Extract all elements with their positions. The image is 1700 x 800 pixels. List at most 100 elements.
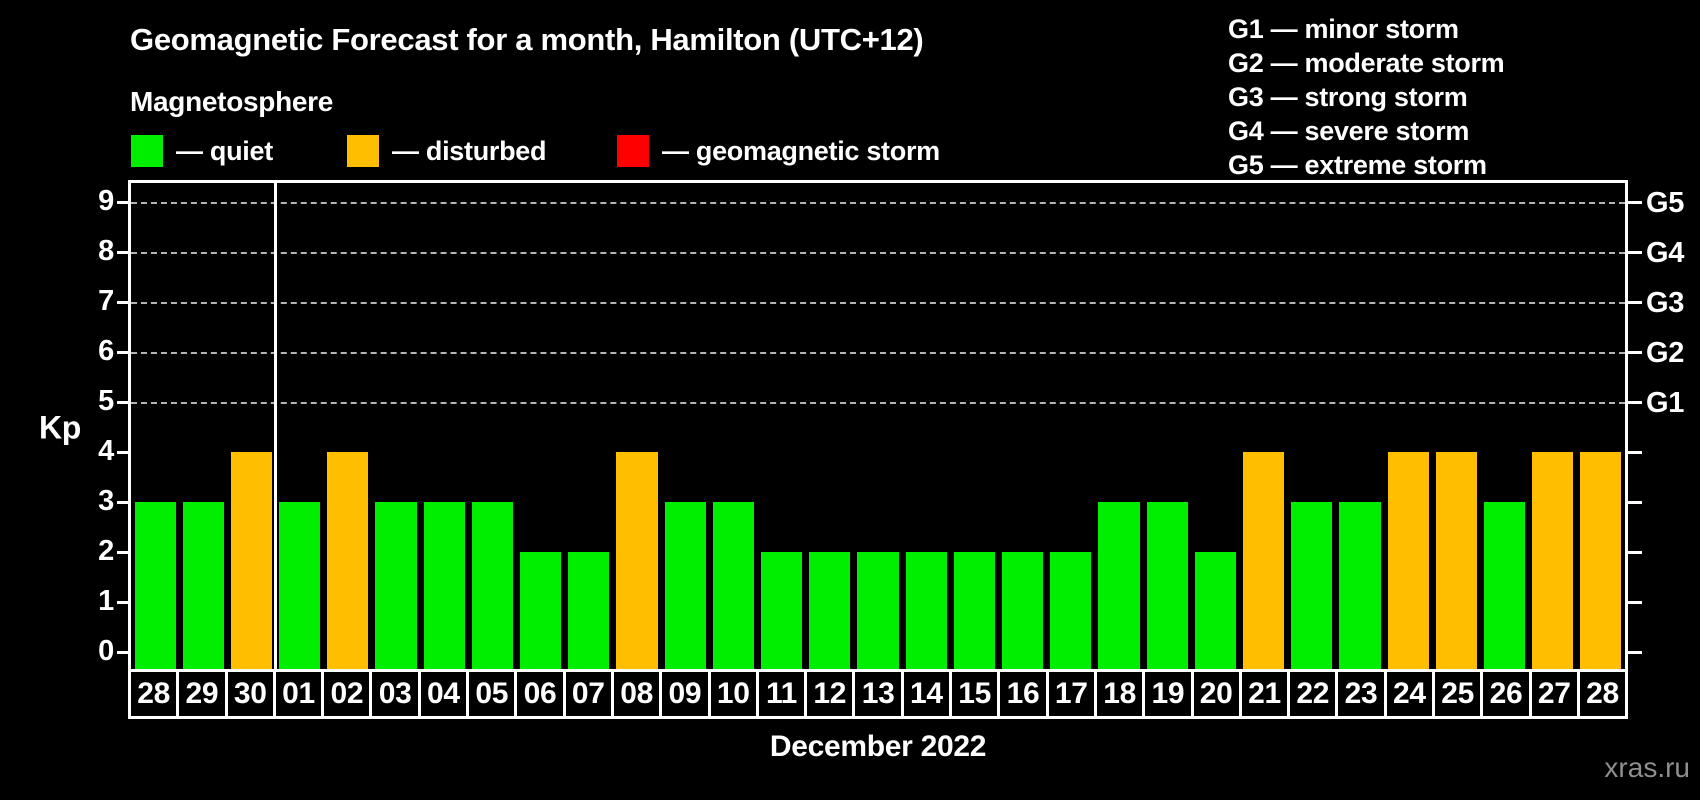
gridline-kp-8 bbox=[131, 252, 1625, 254]
date-cell-12: 12 bbox=[804, 672, 852, 716]
date-cell-06: 06 bbox=[514, 672, 562, 716]
kp-bar-day-16 bbox=[1001, 552, 1044, 669]
kp-tick-label-4: 4 bbox=[98, 434, 114, 467]
kp-bar-day-26 bbox=[1483, 502, 1526, 669]
date-cell-20: 20 bbox=[1190, 672, 1239, 716]
gridline-kp-7 bbox=[131, 302, 1625, 304]
kp-tick-label-5: 5 bbox=[98, 384, 114, 417]
date-cell-13: 13 bbox=[852, 672, 900, 716]
right-tick-0 bbox=[1628, 650, 1642, 654]
g-scale-label-g5: G5 bbox=[1646, 186, 1685, 219]
legend-label-storm: — geomagnetic storm bbox=[662, 135, 940, 166]
kp-bar-day-04 bbox=[423, 502, 465, 669]
kp-bar-day-10 bbox=[712, 502, 754, 669]
plot-area bbox=[128, 180, 1628, 672]
kp-bar-day-03 bbox=[375, 502, 417, 669]
gridline-kp-9 bbox=[131, 202, 1625, 204]
date-cell-23: 23 bbox=[1335, 672, 1383, 716]
g5-legend-line: G5 — extreme storm bbox=[1228, 150, 1487, 180]
left-tick-3 bbox=[117, 500, 131, 504]
legend-item-quiet: — quiet bbox=[131, 135, 273, 167]
disturbed-color-swatch bbox=[347, 135, 379, 167]
date-cell-29-prev-month: 29 bbox=[176, 672, 224, 716]
kp-bar-day-11 bbox=[761, 552, 803, 669]
kp-tick-label-6: 6 bbox=[98, 334, 114, 367]
right-tick-4 bbox=[1628, 450, 1642, 454]
date-cell-28-prev-month: 28 bbox=[137, 677, 171, 710]
right-tick-5 bbox=[1628, 400, 1642, 404]
left-tick-5 bbox=[117, 400, 131, 404]
kp-tick-label-9: 9 bbox=[98, 184, 114, 217]
right-tick-8 bbox=[1628, 250, 1642, 254]
date-cell-01: 01 bbox=[272, 672, 321, 716]
kp-bar-day-21 bbox=[1242, 452, 1285, 669]
date-cell-27: 27 bbox=[1528, 672, 1577, 716]
kp-bar-day-28 bbox=[1580, 452, 1622, 669]
month-separator-line bbox=[274, 183, 278, 669]
kp-bar-day-29 bbox=[182, 502, 224, 669]
date-cell-09: 09 bbox=[659, 672, 707, 716]
left-tick-9 bbox=[117, 200, 131, 204]
kp-bar-day-05 bbox=[471, 502, 514, 669]
kp-bar-day-17 bbox=[1050, 552, 1092, 669]
gridline-kp-6 bbox=[131, 352, 1625, 354]
kp-bar-day-14 bbox=[905, 552, 947, 669]
date-cell-16: 16 bbox=[997, 672, 1045, 716]
kp-bar-day-20 bbox=[1194, 552, 1236, 669]
date-cell-24: 24 bbox=[1383, 672, 1432, 716]
date-cell-10: 10 bbox=[707, 672, 756, 716]
legend-label-quiet: — quiet bbox=[176, 135, 273, 166]
date-cell-17: 17 bbox=[1045, 672, 1094, 716]
magnetosphere-label: Magnetosphere bbox=[130, 86, 334, 117]
g2-legend-line: G2 — moderate storm bbox=[1228, 48, 1505, 78]
date-cell-07: 07 bbox=[562, 672, 611, 716]
date-cell-11: 11 bbox=[755, 672, 804, 716]
left-tick-0 bbox=[117, 650, 131, 654]
kp-bar-day-07 bbox=[568, 552, 610, 669]
kp-axis-label: Kp bbox=[38, 409, 82, 446]
date-cell-02: 02 bbox=[321, 672, 369, 716]
kp-bar-day-18 bbox=[1098, 502, 1140, 669]
watermark: xras.ru bbox=[1604, 752, 1690, 783]
kp-bar-day-23 bbox=[1339, 502, 1381, 669]
kp-tick-label-1: 1 bbox=[98, 584, 114, 617]
left-tick-8 bbox=[117, 250, 131, 254]
right-tick-1 bbox=[1628, 600, 1642, 604]
legend-item-storm: — geomagnetic storm bbox=[617, 135, 940, 167]
right-tick-6 bbox=[1628, 350, 1642, 354]
left-tick-2 bbox=[117, 550, 131, 554]
date-cell-25: 25 bbox=[1432, 672, 1480, 716]
date-cell-22: 22 bbox=[1287, 672, 1335, 716]
kp-bar-day-02 bbox=[327, 452, 369, 669]
g-scale-label-g1: G1 bbox=[1646, 386, 1685, 419]
g1-legend-line: G1 — minor storm bbox=[1228, 14, 1459, 44]
date-cell-18: 18 bbox=[1093, 672, 1142, 716]
kp-bar-day-13 bbox=[857, 552, 899, 669]
kp-bar-day-09 bbox=[664, 502, 706, 669]
kp-bar-day-22 bbox=[1291, 502, 1333, 669]
kp-bar-day-25 bbox=[1435, 452, 1477, 669]
left-tick-1 bbox=[117, 600, 131, 604]
left-tick-6 bbox=[117, 350, 131, 354]
right-tick-7 bbox=[1628, 300, 1642, 304]
kp-bar-day-28 bbox=[134, 502, 176, 669]
chart-title: Geomagnetic Forecast for a month, Hamilt… bbox=[130, 22, 924, 57]
date-cell-30-prev-month: 30 bbox=[224, 672, 273, 716]
gridline-kp-5 bbox=[131, 402, 1625, 404]
date-cell-08: 08 bbox=[610, 672, 659, 716]
date-cell-03: 03 bbox=[369, 672, 417, 716]
legend-label-disturbed: — disturbed bbox=[392, 135, 547, 166]
plot-inner bbox=[131, 183, 1625, 669]
g3-legend-line: G3 — strong storm bbox=[1228, 82, 1468, 112]
g4-legend-line: G4 — severe storm bbox=[1228, 116, 1470, 146]
date-cell-04: 04 bbox=[417, 672, 466, 716]
left-tick-4 bbox=[117, 450, 131, 454]
kp-bar-day-30 bbox=[230, 452, 273, 669]
kp-tick-label-7: 7 bbox=[98, 284, 114, 317]
date-cell-21: 21 bbox=[1238, 672, 1287, 716]
date-cell-15: 15 bbox=[949, 672, 997, 716]
date-cell-26: 26 bbox=[1480, 672, 1528, 716]
kp-tick-label-8: 8 bbox=[98, 234, 114, 267]
quiet-color-swatch bbox=[131, 135, 163, 167]
